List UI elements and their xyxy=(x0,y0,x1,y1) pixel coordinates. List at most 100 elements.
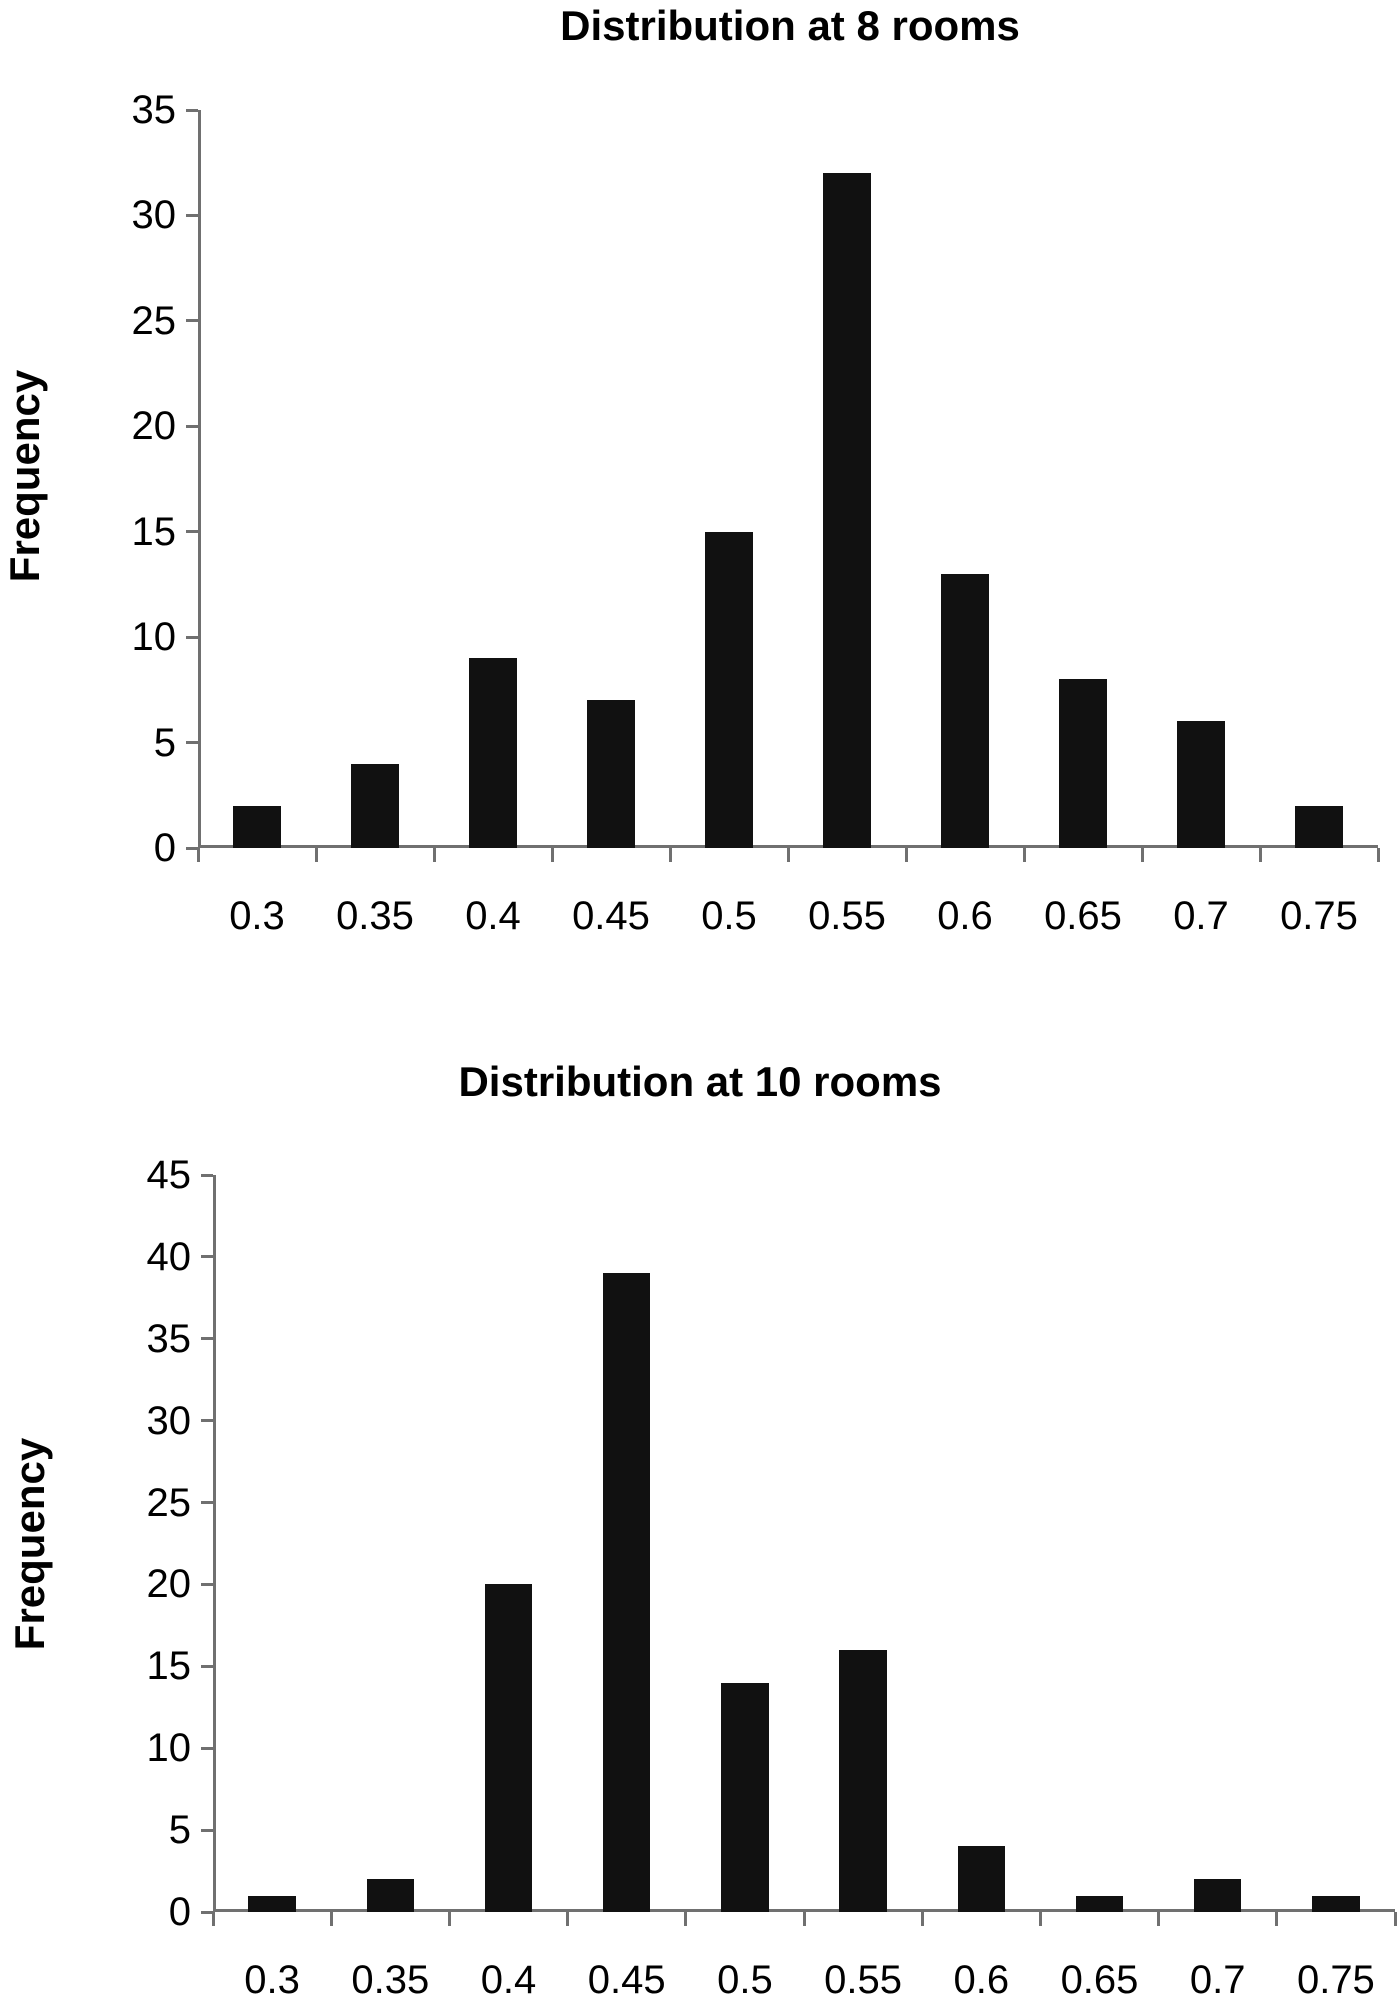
y-tick xyxy=(186,530,198,534)
x-tick-label: 0.3 xyxy=(229,894,285,938)
y-tick xyxy=(186,108,198,112)
x-tick-label: 0.65 xyxy=(1060,1958,1139,2002)
bar-0.35 xyxy=(351,763,399,848)
x-tick xyxy=(802,1912,806,1926)
x-tick-label: 0.35 xyxy=(351,1958,430,2002)
y-axis xyxy=(198,110,201,848)
x-tick xyxy=(668,848,672,862)
bar-0.6 xyxy=(957,1846,1005,1912)
y-tick xyxy=(201,1582,213,1586)
x-axis xyxy=(213,1909,1395,1912)
y-tick xyxy=(201,1501,213,1505)
x-tick-label: 0.7 xyxy=(1173,894,1229,938)
y-tick xyxy=(186,213,198,217)
bar-0.5 xyxy=(705,531,753,848)
x-tick-label: 0.4 xyxy=(465,894,521,938)
bar-0.75 xyxy=(1312,1895,1360,1912)
x-tick-label: 0.55 xyxy=(808,894,886,938)
y-tick-label: 10 xyxy=(131,615,177,660)
x-tick-label: 0.55 xyxy=(824,1958,903,2002)
x-tick xyxy=(1140,848,1144,862)
y-tick-label: 25 xyxy=(131,298,177,343)
x-tick xyxy=(920,1912,924,1926)
chart-8-rooms: Distribution at 8 rooms Frequency 0 5 10 15… xyxy=(0,0,1400,1000)
y-tick-label: 35 xyxy=(146,1316,192,1361)
x-tick xyxy=(432,848,436,862)
bar-0.7 xyxy=(1194,1879,1242,1912)
y-tick-label: 20 xyxy=(131,404,177,449)
plot-area: 0 5 10 15 20 25 30 35 40 45 0.3 0.35 0.4 0.45 0.5 0.55 0… xyxy=(147,1155,1397,2000)
x-tick xyxy=(1376,848,1380,862)
bar-0.5 xyxy=(721,1682,769,1912)
x-tick-label: 0.75 xyxy=(1296,1958,1375,2002)
bar-0.65 xyxy=(1075,1895,1124,1912)
bar-0.4 xyxy=(484,1584,533,1912)
y-tick-label: 35 xyxy=(131,88,177,132)
bar-0.3 xyxy=(233,805,281,848)
y-tick xyxy=(186,635,198,639)
y-tick-label: 0 xyxy=(153,826,176,870)
x-tick xyxy=(1275,1912,1279,1926)
x-tick xyxy=(1258,848,1262,862)
x-tick xyxy=(1157,1912,1161,1926)
y-tick xyxy=(201,1173,213,1177)
x-axis xyxy=(198,845,1378,848)
x-tick xyxy=(1038,1912,1042,1926)
x-tick xyxy=(566,1912,570,1926)
bar-0.65 xyxy=(1059,679,1107,848)
chart-title: Distribution at 10 rooms xyxy=(458,1058,942,1105)
bar-0.55 xyxy=(823,173,871,848)
y-tick xyxy=(201,1337,213,1341)
y-tick-label: 5 xyxy=(168,1808,191,1853)
y-tick xyxy=(201,1255,213,1259)
y-tick-label: 15 xyxy=(146,1644,192,1689)
y-tick-label: 5 xyxy=(153,720,176,765)
bar-0.35 xyxy=(366,1879,414,1912)
bar-0.6 xyxy=(941,573,989,848)
y-tick xyxy=(186,741,198,745)
x-tick-label: 0.6 xyxy=(937,894,993,938)
x-tick-label: 0.4 xyxy=(480,1958,537,2002)
x-tick-label: 0.45 xyxy=(587,1958,666,2002)
y-tick-label: 30 xyxy=(131,193,177,238)
x-tick-label: 0.7 xyxy=(1189,1958,1246,2002)
x-tick xyxy=(1393,1912,1397,1926)
x-tick-label: 0.5 xyxy=(717,1958,773,2002)
y-tick xyxy=(186,319,198,323)
y-tick-label: 30 xyxy=(146,1398,192,1443)
x-tick xyxy=(211,1912,215,1926)
bar-0.3 xyxy=(248,1895,296,1912)
y-tick-label: 0 xyxy=(168,1890,191,1934)
bar-0.4 xyxy=(469,658,517,848)
y-tick xyxy=(201,1746,213,1750)
x-tick xyxy=(329,1912,333,1926)
bar-0.55 xyxy=(839,1649,887,1912)
y-tick xyxy=(201,1910,213,1914)
x-tick xyxy=(1022,848,1026,862)
bar-0.75 xyxy=(1295,805,1343,848)
x-tick xyxy=(447,1912,451,1926)
y-tick-label: 20 xyxy=(146,1562,192,1607)
y-tick xyxy=(201,1664,213,1668)
x-tick-label: 0.65 xyxy=(1044,894,1122,938)
y-axis-label: Frequency xyxy=(6,1437,53,1651)
x-tick xyxy=(684,1912,688,1926)
x-tick-label: 0.35 xyxy=(336,894,414,938)
x-tick-label: 0.6 xyxy=(953,1958,1010,2002)
y-tick-label: 15 xyxy=(131,509,177,554)
plot-area: 0 5 10 15 20 25 30 35 0.3 0.35 0.4 0.45 0.5 0.55 0.6 0.… xyxy=(132,90,1380,936)
x-tick-label: 0.3 xyxy=(244,1958,300,2002)
x-tick-label: 0.5 xyxy=(701,894,757,938)
bar-0.45 xyxy=(603,1273,651,1912)
y-axis xyxy=(213,1175,216,1912)
y-tick-label: 10 xyxy=(146,1726,192,1771)
bar-0.45 xyxy=(587,700,635,848)
y-tick xyxy=(201,1828,213,1832)
x-tick xyxy=(196,848,200,862)
x-tick xyxy=(314,848,318,862)
y-tick xyxy=(201,1419,213,1423)
x-tick-label: 0.75 xyxy=(1280,894,1358,938)
chart-title: Distribution at 8 rooms xyxy=(560,2,1020,49)
x-tick xyxy=(786,848,790,862)
